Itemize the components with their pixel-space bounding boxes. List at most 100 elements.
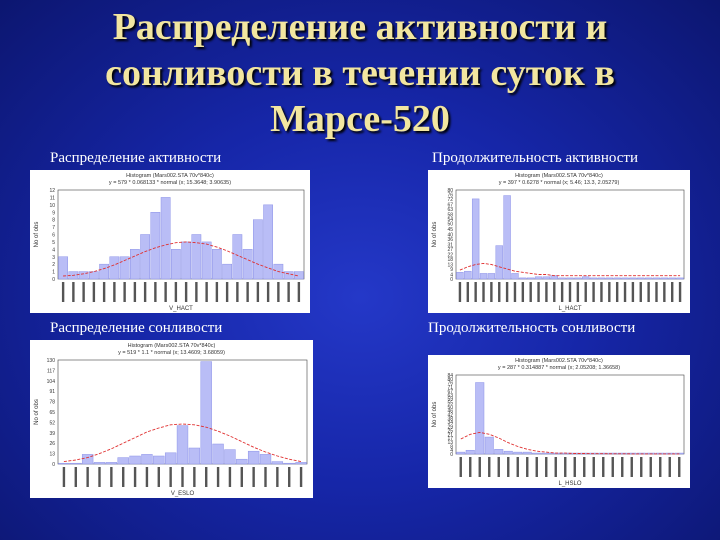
y-tick-label: 46 <box>447 409 453 415</box>
histogram-bar <box>558 277 566 280</box>
x-tick-label <box>482 282 485 302</box>
histogram-bar <box>58 462 70 465</box>
x-tick-label <box>62 467 66 487</box>
histogram-bar <box>660 277 669 280</box>
y-tick-label: 29 <box>447 425 453 431</box>
caption-sleepiness-duration: Продолжительность сонливости <box>428 320 636 336</box>
y-tick-label: 4 <box>450 273 453 279</box>
x-tick-label <box>474 282 477 302</box>
y-tick-label: 40 <box>447 233 453 239</box>
histogram-bar <box>644 277 653 280</box>
histogram-bar <box>232 234 243 280</box>
histogram-bar <box>105 462 118 465</box>
x-tick-label <box>297 282 301 302</box>
y-tick-label: 39 <box>49 431 55 437</box>
x-tick-label <box>478 457 481 477</box>
x-tick-label <box>277 282 280 302</box>
y-tick-label: 80 <box>447 188 453 194</box>
histogram-bar <box>160 197 171 280</box>
x-tick-label <box>583 457 586 477</box>
slide-title: Распределение активности и сонливости в … <box>40 4 680 142</box>
x-tick-label <box>576 282 580 302</box>
y-tick-label: 84 <box>447 373 453 379</box>
x-tick-label <box>86 467 89 487</box>
histogram-bar <box>608 452 618 455</box>
x-tick-label <box>288 467 291 487</box>
x-tick-label <box>513 282 517 302</box>
y-tick-label: 0 <box>450 277 453 283</box>
histogram-bar <box>171 249 181 280</box>
x-tick-label <box>133 282 137 302</box>
chart-svg: Histogram (Mars002.STA 70v*840c)y = 519 … <box>34 343 308 497</box>
histogram-bar <box>511 273 519 280</box>
x-tick-label <box>602 457 605 477</box>
histogram-bar <box>465 449 475 455</box>
y-axis-label: No of obs <box>432 402 438 428</box>
x-tick-label <box>630 457 633 477</box>
x-tick-label <box>592 457 595 477</box>
histogram-bar <box>566 277 574 280</box>
y-tick-label: 1 <box>52 270 55 276</box>
x-tick-label <box>74 467 77 487</box>
x-axis-label: L_HACT <box>558 306 581 312</box>
chart-header: y = 519 * 1.1 * normal (x; 13.4609; 3.68… <box>118 350 225 356</box>
x-tick-label <box>122 467 125 487</box>
y-tick-label: 63 <box>447 207 453 213</box>
y-tick-label: 31 <box>447 243 453 249</box>
x-tick-label <box>466 282 469 302</box>
histogram-bar <box>283 271 294 280</box>
histogram-bar <box>550 275 558 280</box>
histogram-bar <box>263 204 273 280</box>
y-tick-label: 13 <box>447 440 453 446</box>
histogram-bar <box>503 450 513 455</box>
y-tick-label: 2 <box>52 262 55 268</box>
y-tick-label: 67 <box>447 202 453 208</box>
histogram-bar <box>242 249 253 280</box>
y-tick-label: 4 <box>52 247 55 253</box>
x-tick-label <box>193 467 196 487</box>
x-tick-label <box>505 282 509 302</box>
x-tick-label <box>276 467 279 487</box>
y-tick-label: 59 <box>447 397 453 403</box>
y-tick-label: 13 <box>49 452 55 458</box>
x-tick-label <box>560 282 564 302</box>
x-tick-label <box>98 467 101 487</box>
x-tick-label <box>143 282 147 302</box>
histogram-bar <box>456 272 464 280</box>
y-tick-label: 104 <box>47 379 56 385</box>
plot-frame <box>57 189 305 280</box>
histogram-bar <box>294 271 304 280</box>
histogram-bar <box>153 455 165 465</box>
histogram-bar <box>188 447 201 465</box>
x-tick-label <box>92 282 96 302</box>
histogram-bar <box>119 256 130 280</box>
title-line-2: сонливости в течении суток в <box>105 52 615 94</box>
histogram-bar <box>247 450 260 465</box>
histogram-sleepiness-distribution: Histogram (Mars002.STA 70v*840c) y = 519 … <box>30 340 313 498</box>
y-tick-label: 9 <box>450 267 453 273</box>
histogram-bar <box>597 277 606 280</box>
histogram-bar <box>191 234 202 280</box>
x-tick-label <box>640 457 643 477</box>
histogram-bar <box>222 263 232 280</box>
x-axis-label: L_HSLO <box>558 481 581 487</box>
x-tick-label <box>174 282 178 302</box>
chart-header: y = 287 * 0.314887 * normal (x; 2.05208;… <box>498 365 620 371</box>
chart-header: y = 397 * 0.6278 * normal (x; 5.46; 13.3… <box>499 180 620 186</box>
histogram-bar <box>484 436 494 455</box>
y-tick-label: 78 <box>49 400 55 406</box>
histogram-activity-distribution: Histogram (Mars002.STA 70v*840c) y = 579 … <box>30 170 310 313</box>
caption-activity-distribution: Распределение активности <box>50 150 222 166</box>
y-tick-label: 42 <box>447 413 453 419</box>
histogram-bar <box>129 455 141 465</box>
x-axis-label: V_ESLO <box>171 491 195 497</box>
y-tick-label: 25 <box>447 428 453 434</box>
x-tick-label <box>72 282 75 302</box>
histogram-bar <box>150 212 161 280</box>
histogram-bar <box>605 277 613 280</box>
x-tick-label <box>573 457 576 477</box>
histogram-bar <box>487 273 496 280</box>
y-tick-label: 71 <box>447 385 453 391</box>
x-tick-label <box>497 457 500 477</box>
y-tick-label: 27 <box>447 247 453 253</box>
